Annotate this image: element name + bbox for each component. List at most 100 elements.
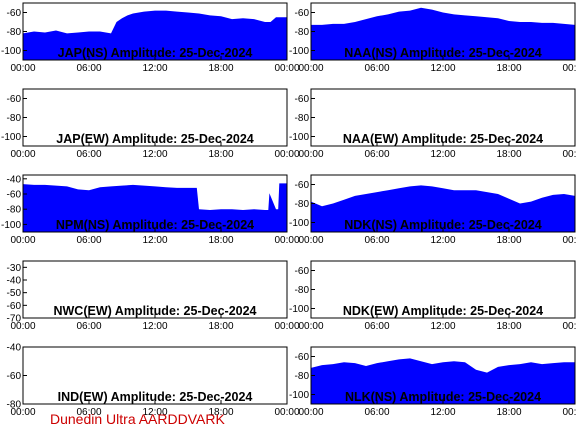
- panel-2: -60 -80 -100 00:00 06:00 12:00 18:00 00:00 JAP(E…: [1, 88, 300, 160]
- y-tick-label-0-1: -80: [7, 27, 22, 38]
- y-tick-label-2-2: -100: [1, 132, 21, 143]
- y-tick-label-0-0: -60: [7, 8, 22, 19]
- y-tick-label-4-3: -100: [1, 220, 21, 231]
- x-tick-label-6-4: 00:00: [274, 321, 299, 332]
- y-tick-label-4-2: -80: [7, 205, 22, 216]
- x-tick-label-4-2: 12:00: [142, 235, 167, 246]
- y-tick-label-1-2: -100: [289, 46, 309, 57]
- x-tick-label-5-3: 18:00: [496, 235, 521, 246]
- y-tick-label-9-2: -100: [289, 390, 309, 401]
- panel-title-0: JAP(NS) Amplitude: 25-Dec-2024: [58, 46, 253, 60]
- y-tick-label-2-1: -80: [7, 113, 22, 124]
- x-tick-label-1-4: 00:00: [562, 63, 576, 74]
- x-tick-label-9-1: 06:00: [364, 407, 389, 418]
- y-tick-label-6-0: -30: [7, 263, 22, 274]
- x-tick-label-9-0: 00:00: [298, 407, 323, 418]
- x-tick-label-6-0: 00:00: [10, 321, 35, 332]
- x-tick-label-1-2: 12:00: [430, 63, 455, 74]
- y-tick-label-3-0: -60: [295, 94, 310, 105]
- panel-5: -60 -80 -100 00:00 06:00 12:00 18:00 00:00 NDK(N…: [289, 174, 576, 246]
- x-tick-label-4-1: 06:00: [76, 235, 101, 246]
- panel-3: -60 -80 -100 00:00 06:00 12:00 18:00 00:00 NAA(E…: [289, 88, 576, 160]
- y-tick-label-8-2: -80: [7, 400, 22, 411]
- x-tick-label-1-0: 00:00: [298, 63, 323, 74]
- y-tick-label-4-1: -60: [7, 190, 22, 201]
- x-tick-label-3-4: 00:00: [562, 149, 576, 160]
- panel-title-9: NLK(NS) Amplitude: 25-Dec-2024: [345, 390, 541, 404]
- panel-title-3: NAA(EW) Amplitude: 25-Dec-2024: [343, 132, 543, 146]
- x-tick-label-6-1: 06:00: [76, 321, 101, 332]
- x-tick-label-5-4: 00:00: [562, 235, 576, 246]
- series-area-4: [23, 183, 287, 232]
- y-tick-label-9-0: -60: [295, 352, 310, 363]
- credit-label: Dunedin Ultra AARDDVARK: [50, 411, 225, 427]
- x-tick-label-2-0: 00:00: [10, 149, 35, 160]
- x-tick-label-3-2: 12:00: [430, 149, 455, 160]
- x-tick-label-0-0: 00:00: [10, 63, 35, 74]
- x-tick-label-6-3: 18:00: [208, 321, 233, 332]
- x-tick-label-5-2: 12:00: [430, 235, 455, 246]
- x-tick-label-1-3: 18:00: [496, 63, 521, 74]
- x-tick-label-9-4: 00:00: [562, 407, 576, 418]
- y-tick-label-7-2: -100: [289, 304, 309, 315]
- y-tick-label-5-0: -60: [295, 180, 310, 191]
- x-tick-label-8-3: 18:00: [208, 407, 233, 418]
- panel-title-8: IND(EW) Amplitude: 25-Dec-2024: [58, 390, 253, 404]
- y-tick-label-2-0: -60: [7, 94, 22, 105]
- y-tick-label-3-2: -100: [289, 132, 309, 143]
- y-tick-label-6-2: -50: [7, 288, 22, 299]
- x-tick-label-5-0: 00:00: [298, 235, 323, 246]
- x-tick-label-1-1: 06:00: [364, 63, 389, 74]
- series-area-1: [311, 7, 575, 61]
- x-tick-label-8-0: 00:00: [10, 407, 35, 418]
- y-tick-label-6-1: -40: [7, 276, 22, 287]
- x-tick-label-2-1: 06:00: [76, 149, 101, 160]
- panel-title-2: JAP(EW) Amplitude: 25-Dec-2024: [56, 132, 254, 146]
- x-tick-label-3-0: 00:00: [298, 149, 323, 160]
- x-tick-label-8-1: 06:00: [76, 407, 101, 418]
- x-tick-label-2-3: 18:00: [208, 149, 233, 160]
- x-tick-label-7-1: 06:00: [364, 321, 389, 332]
- y-tick-label-1-1: -80: [295, 27, 310, 38]
- x-tick-label-0-4: 00:00: [274, 63, 299, 74]
- y-tick-label-5-1: -80: [295, 199, 310, 210]
- x-tick-label-2-4: 00:00: [274, 149, 299, 160]
- panel-0: -60 -80 -100 00:00 06:00 12:00 18:00 00:00 JAP(N…: [1, 2, 300, 74]
- x-tick-label-7-3: 18:00: [496, 321, 521, 332]
- x-tick-label-6-2: 12:00: [142, 321, 167, 332]
- series-area-0: [23, 10, 287, 61]
- y-tick-label-7-0: -60: [295, 266, 310, 277]
- y-tick-label-8-0: -40: [7, 343, 22, 354]
- x-tick-label-0-3: 18:00: [208, 63, 233, 74]
- panel-title-6: NWC(EW) Amplitude: 25-Dec-2024: [53, 304, 256, 318]
- x-tick-label-3-3: 18:00: [496, 149, 521, 160]
- panel-7: -60 -80 -100 00:00 06:00 12:00 18:00 00:00 NDK(E…: [289, 260, 576, 332]
- panel-title-5: NDK(NS) Amplitude: 25-Dec-2024: [344, 218, 542, 232]
- y-tick-label-6-4: -70: [7, 314, 22, 325]
- y-tick-label-4-0: -40: [7, 174, 22, 185]
- y-tick-label-6-3: -60: [7, 301, 22, 312]
- x-tick-label-0-2: 12:00: [142, 63, 167, 74]
- x-tick-label-4-4: 00:00: [274, 235, 299, 246]
- panel-title-7: NDK(EW) Amplitude: 25-Dec-2024: [343, 304, 543, 318]
- panel-9: -60 -80 -100 00:00 06:00 12:00 18:00 00:00 NLK(N…: [289, 346, 576, 418]
- y-tick-label-9-1: -80: [295, 371, 310, 382]
- x-tick-label-5-1: 06:00: [364, 235, 389, 246]
- x-tick-label-3-1: 06:00: [364, 149, 389, 160]
- y-tick-label-7-1: -80: [295, 285, 310, 296]
- panel-title-1: NAA(NS) Amplitude: 25-Dec-2024: [344, 46, 542, 60]
- x-tick-label-4-0: 00:00: [10, 235, 35, 246]
- x-tick-label-7-0: 00:00: [298, 321, 323, 332]
- x-tick-label-8-4: 00:00: [274, 407, 299, 418]
- series-area-5: [311, 185, 575, 232]
- y-tick-label-1-0: -60: [295, 8, 310, 19]
- x-tick-label-0-1: 06:00: [76, 63, 101, 74]
- y-tick-label-5-2: -100: [289, 218, 309, 229]
- series-area-9: [311, 358, 575, 404]
- y-tick-label-8-1: -60: [7, 371, 22, 382]
- x-tick-label-9-3: 18:00: [496, 407, 521, 418]
- panel-1: -60 -80 -100 00:00 06:00 12:00 18:00 00:00 NAA(N…: [289, 2, 576, 74]
- panel-title-4: NPM(NS) Amplitude: 25-Dec-2024: [56, 218, 254, 232]
